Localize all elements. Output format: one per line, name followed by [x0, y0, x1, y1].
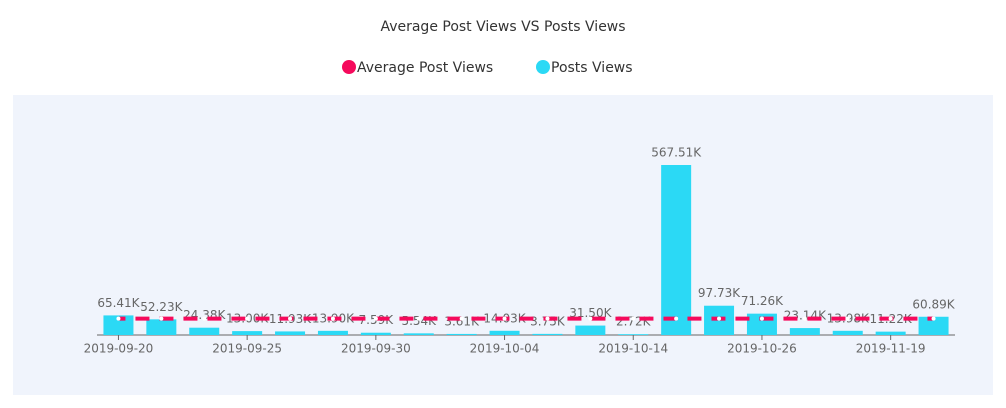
bar: [189, 327, 220, 335]
x-tick-label: 2019-09-25: [212, 342, 282, 356]
bar: [832, 330, 863, 335]
bar: [532, 333, 563, 335]
legend-marker[interactable]: [342, 60, 356, 74]
average-point: [416, 316, 421, 321]
bar: [789, 328, 820, 335]
average-point: [931, 316, 936, 321]
average-point: [459, 316, 464, 321]
average-point: [288, 316, 293, 321]
legend-label[interactable]: Posts Views: [551, 60, 633, 76]
average-point: [116, 316, 121, 321]
data-label: 71.26K: [741, 294, 784, 308]
average-point: [802, 316, 807, 321]
bar: [618, 334, 649, 335]
bar: [275, 331, 306, 335]
plot-background: [13, 95, 993, 395]
bar: [875, 331, 906, 335]
x-tick-label: 2019-10-04: [470, 342, 540, 356]
chart-title: Average Post Views VS Posts Views: [380, 19, 625, 35]
bar: [360, 332, 391, 335]
data-label: 52.23K: [140, 300, 183, 314]
average-point: [759, 316, 764, 321]
data-label: 3.61K: [444, 314, 480, 328]
bar: [575, 325, 606, 335]
average-point: [545, 316, 550, 321]
data-label: 3.75K: [530, 314, 566, 328]
bar: [103, 315, 134, 335]
average-point: [330, 316, 335, 321]
bar: [317, 330, 348, 335]
data-label: 567.51K: [651, 146, 702, 160]
average-point: [631, 316, 636, 321]
average-point: [502, 316, 507, 321]
data-label: 5.54K: [401, 314, 437, 328]
average-point: [245, 316, 250, 321]
average-point: [588, 316, 593, 321]
data-label: 60.89K: [912, 297, 955, 311]
legend-label[interactable]: Average Post Views: [357, 60, 493, 76]
bar: [232, 331, 263, 335]
average-point: [159, 316, 164, 321]
x-tick-label: 2019-10-14: [598, 342, 668, 356]
data-label: 97.73K: [698, 286, 741, 300]
data-label: 65.41K: [97, 296, 140, 310]
bar: [918, 316, 949, 335]
bar: [489, 330, 520, 335]
average-point: [674, 316, 679, 321]
data-label: 31.50K: [569, 306, 612, 320]
x-tick-label: 2019-11-19: [856, 342, 926, 356]
x-tick-label: 2019-09-30: [341, 342, 411, 356]
average-point: [845, 316, 850, 321]
bar: [146, 319, 177, 335]
bar: [403, 333, 434, 335]
average-point: [717, 316, 722, 321]
legend-marker[interactable]: [536, 60, 550, 74]
average-point: [202, 316, 207, 321]
average-point: [373, 316, 378, 321]
x-tick-label: 2019-10-26: [727, 342, 797, 356]
average-point: [888, 316, 893, 321]
x-tick-label: 2019-09-20: [84, 342, 154, 356]
bar: [661, 165, 692, 335]
bar: [446, 333, 477, 335]
